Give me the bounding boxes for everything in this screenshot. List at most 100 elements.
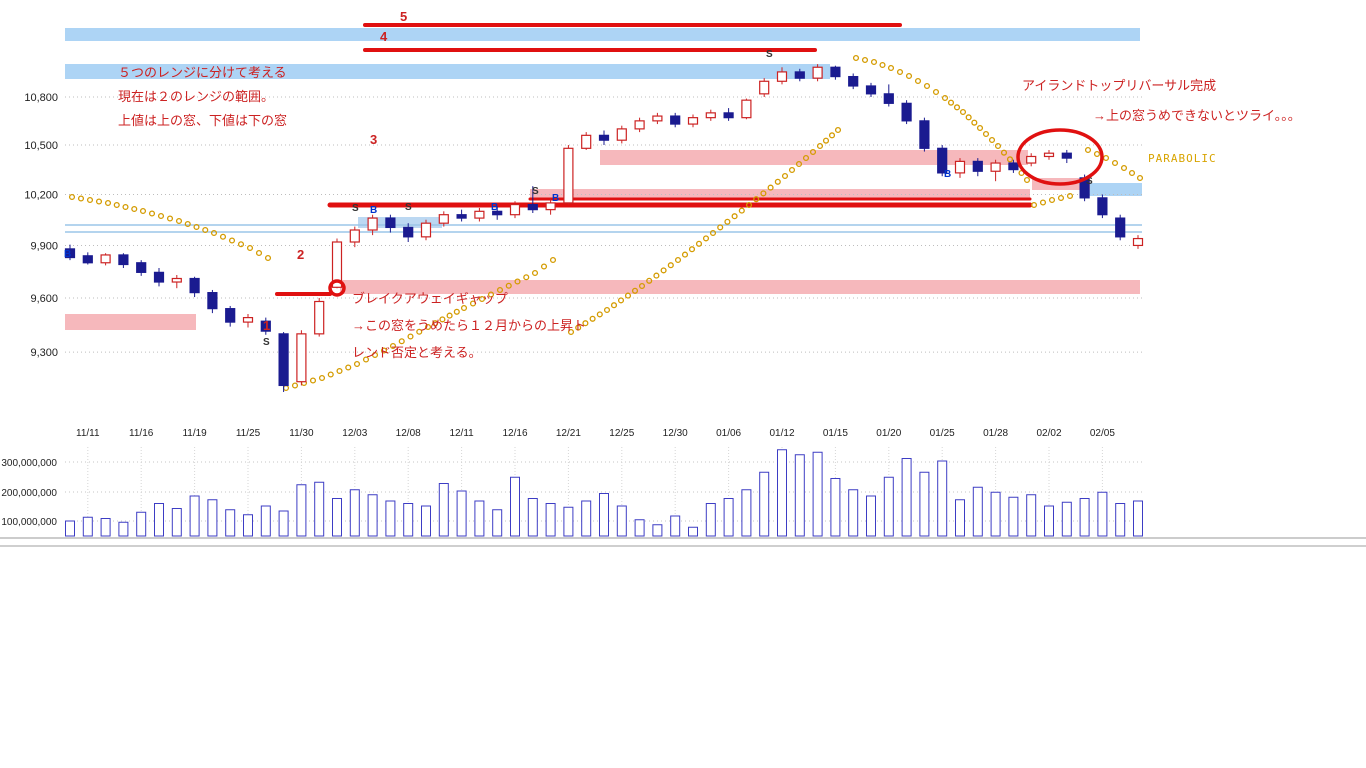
volume-bar <box>634 519 645 537</box>
parabolic-sar-dot <box>1039 199 1047 206</box>
parabolic-sar-dot <box>478 295 486 303</box>
parabolic-sar-dot <box>460 304 468 312</box>
parabolic-sar-dot <box>523 274 530 281</box>
candle-down <box>207 292 218 310</box>
signal-mark-s: S <box>766 49 773 60</box>
parabolic-sar-dot <box>681 251 689 258</box>
volume-bar <box>243 514 253 537</box>
candle-up <box>581 134 592 149</box>
parabolic-sar-dot <box>753 196 760 203</box>
volume-bar <box>332 498 342 537</box>
volume-bar <box>510 476 520 537</box>
signal-mark-b: B <box>552 193 559 204</box>
price-axis-label: 10,800 <box>24 92 58 104</box>
parabolic-sar-dot <box>327 371 334 378</box>
volume-axis-label: 200,000,000 <box>1 488 57 499</box>
volume-bar <box>296 484 307 537</box>
parabolic-sar-dot <box>1128 169 1136 177</box>
date-label: 12/30 <box>663 428 688 439</box>
parabolic-sar-dot <box>589 315 596 322</box>
candle-up <box>545 202 556 211</box>
parabolic-sar-dot <box>255 249 263 257</box>
parabolic-sar-dot <box>947 99 955 106</box>
volume-bar <box>883 476 894 537</box>
parabolic-sar-dot <box>923 82 931 90</box>
parabolic-sar-dot <box>424 323 432 331</box>
parabolic-sar-dot <box>184 220 191 228</box>
parabolic-sar-dot <box>514 278 521 285</box>
volume-bar <box>688 526 698 537</box>
parabolic-sar-dot <box>965 114 972 121</box>
parabolic-sar-dot <box>745 201 753 209</box>
parabolic-sar-dot <box>646 277 653 284</box>
date-label: 01/06 <box>716 428 741 439</box>
parabolic-sar-dot <box>617 297 625 304</box>
candle-down <box>118 254 129 266</box>
volume-bar <box>616 505 627 537</box>
volume-bar <box>118 521 129 537</box>
date-label: 11/16 <box>129 428 154 439</box>
candle-down <box>723 112 734 119</box>
candle-up <box>652 115 663 122</box>
parabolic-sar-dot <box>540 263 548 270</box>
volume-bar <box>581 500 592 537</box>
date-label: 11/19 <box>182 428 207 439</box>
parabolic-sar-dot <box>282 384 290 392</box>
candle-up <box>367 217 378 231</box>
signal-mark-s: S <box>263 337 270 348</box>
volume-bar <box>1026 494 1037 537</box>
volume-bar <box>136 511 147 537</box>
parabolic-sar-dot <box>767 184 774 191</box>
volume-bar <box>367 494 378 537</box>
parabolic-sar-dot <box>816 142 824 150</box>
volume-bar <box>794 454 805 537</box>
parabolic-sar-dot <box>822 137 830 144</box>
parabolic-sar-dot <box>709 229 717 237</box>
candle-down <box>1115 217 1126 238</box>
date-label: 01/20 <box>876 428 901 439</box>
parabolic-sar-dot <box>932 88 940 96</box>
candle-up <box>242 316 254 323</box>
parabolic-sar-dot <box>852 54 860 62</box>
parabolic-sar-dot <box>336 367 343 375</box>
parabolic-sar-dot <box>1136 174 1144 182</box>
parabolic-sar-dot <box>122 203 129 211</box>
candle-down <box>670 115 681 125</box>
parabolic-sar-dot <box>717 224 724 231</box>
candle-up <box>741 99 752 119</box>
parabolic-sar-dot <box>976 124 984 132</box>
parabolic-sar-dot <box>781 172 789 180</box>
volume-axis-label: 300,000,000 <box>1 458 57 469</box>
volume-bar <box>65 520 75 537</box>
parabolic-sar-dot <box>879 61 886 69</box>
highlight-circle <box>328 279 346 297</box>
parabolic-sar-dot <box>702 235 710 242</box>
breakaway-gap-note-line1: ブレイクアウェイギャップ <box>352 291 508 306</box>
parabolic-sar-dot <box>193 223 200 231</box>
parabolic-sar-dot <box>202 226 209 234</box>
volume-bar <box>545 503 556 537</box>
parabolic-sar-dot <box>246 244 254 252</box>
parabolic-sar-dot <box>131 205 138 213</box>
gap-window-band <box>65 64 830 79</box>
range-note-line2: 現在は２のレンジの範囲。 <box>118 89 275 104</box>
candle-down <box>972 160 983 172</box>
island-top-note-line1: アイランドトップリバーサル完成 <box>1022 78 1217 93</box>
parabolic-sar-dot <box>802 154 810 162</box>
date-label: 01/28 <box>983 428 1008 439</box>
parabolic-sar-dot <box>1048 196 1056 204</box>
parabolic-sar-dot <box>353 360 361 368</box>
parabolic-sar-dot <box>416 328 423 335</box>
parabolic-sar-dot <box>453 308 460 315</box>
gap-window-band <box>65 28 1140 41</box>
parabolic-sar-dot <box>982 130 990 138</box>
date-label: 12/08 <box>396 428 421 439</box>
parabolic-sar-dot <box>175 217 183 225</box>
candle-up <box>705 112 716 119</box>
parabolic-sar-dot <box>971 119 978 126</box>
candle-down <box>1097 197 1108 216</box>
parabolic-sar-dot <box>1102 154 1110 162</box>
volume-bar <box>1133 500 1143 537</box>
date-label: 01/15 <box>823 428 848 439</box>
parabolic-sar-dot <box>695 240 703 247</box>
